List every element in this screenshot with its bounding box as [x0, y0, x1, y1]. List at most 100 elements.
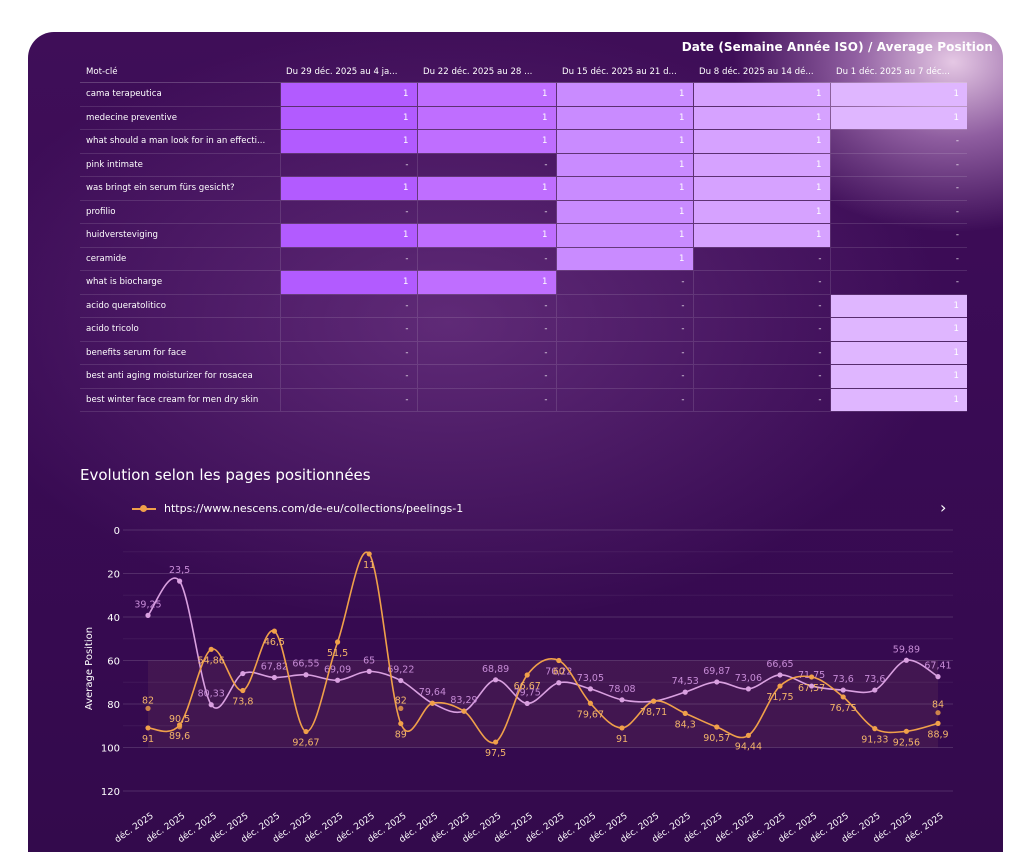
keyword-cell: huidversteviging — [80, 223, 280, 248]
data-label: 89 — [395, 730, 407, 741]
data-label: 92,56 — [893, 737, 920, 748]
extra-data-label: 82 — [142, 695, 154, 706]
position-cell: - — [416, 317, 556, 342]
header-keyword[interactable]: Mot-clé — [80, 61, 280, 83]
data-point — [556, 657, 562, 664]
keyword-cell: cama terapeutica — [80, 82, 280, 107]
keyword-cell: ceramide — [80, 247, 280, 271]
position-cell: - — [279, 294, 417, 318]
keyword-cell: best winter face cream for men dry skin — [80, 388, 280, 412]
position-line-chart: 0 20 40 60 80 100 120 Average Position 39,25 23,5… — [84, 526, 953, 845]
data-label: 88,9 — [927, 729, 948, 740]
data-point — [935, 720, 941, 726]
data-point — [840, 687, 846, 693]
y-tick-label: 60 — [107, 657, 120, 668]
table-row[interactable]: medecine preventive 1 1 1 1 1 — [80, 106, 967, 130]
table-row[interactable]: what should a man look for in an effecti… — [80, 129, 967, 154]
data-label: 69,22 — [387, 665, 414, 676]
extra-data-label: 82 — [395, 695, 407, 706]
position-cell: 1 — [279, 82, 417, 107]
data-point — [777, 683, 783, 689]
position-cell: - — [279, 200, 417, 224]
position-cell: 1 — [279, 223, 417, 248]
chevron-right-icon[interactable]: › — [940, 498, 947, 517]
data-point — [903, 657, 910, 663]
table-row[interactable]: acido queratolitico - - - -1 — [80, 294, 967, 318]
data-point — [208, 702, 214, 708]
data-label: 73,05 — [577, 673, 604, 684]
data-point — [398, 677, 404, 684]
position-cell: - — [555, 364, 693, 389]
position-cell: 1 — [279, 106, 417, 130]
table-row[interactable]: what is biocharge 1 1- - - — [80, 270, 967, 295]
extra-data-point — [398, 705, 404, 711]
data-point — [714, 679, 720, 685]
data-point — [524, 672, 530, 678]
position-cell: 1 — [555, 106, 693, 130]
data-point — [303, 672, 309, 678]
position-cell: 1 — [416, 106, 556, 130]
data-point — [461, 708, 467, 714]
position-cell: 1 — [555, 129, 693, 154]
position-cell: - — [555, 294, 693, 318]
position-cell: - — [692, 270, 830, 295]
dashboard-panel: Date (Semaine Année ISO) / Average Posit… — [28, 32, 1003, 852]
data-point — [335, 677, 341, 683]
header-week-3[interactable]: Du 15 déc. 2025 au 21 d... — [556, 61, 693, 83]
data-point — [682, 689, 688, 695]
data-point — [619, 725, 625, 731]
data-label: 69,87 — [703, 666, 730, 677]
table-row[interactable]: huidversteviging 1 1 1 1- — [80, 223, 967, 248]
data-point — [809, 683, 815, 689]
table-row[interactable]: was bringt ein serum fürs gesicht? 1 1 1 1- — [80, 176, 967, 201]
position-cell: - — [279, 317, 417, 342]
data-point — [398, 720, 404, 727]
y-tick-label: 120 — [101, 787, 120, 798]
data-label: 80,33 — [198, 689, 225, 700]
position-cell: - — [279, 153, 417, 177]
data-label: 91 — [142, 734, 154, 745]
data-label: 84,3 — [675, 719, 696, 730]
data-label: 91,33 — [861, 735, 888, 746]
y-tick-label: 40 — [107, 613, 120, 624]
data-label: 91 — [616, 734, 628, 745]
table-row[interactable]: benefits serum for face - - - -1 — [80, 341, 967, 365]
data-label: 89,6 — [169, 731, 190, 742]
table-row[interactable]: ceramide - -1- - — [80, 247, 967, 271]
position-cell: 1 — [692, 223, 830, 248]
header-week-4[interactable]: Du 8 déc. 2025 au 14 dé... — [693, 61, 830, 83]
data-label: 83,29 — [450, 695, 477, 706]
data-point — [303, 728, 309, 735]
position-cell: 1 — [692, 153, 830, 177]
data-label: 67,41 — [924, 661, 951, 672]
data-point — [619, 697, 625, 703]
table-row[interactable]: profilio - -1 1- — [80, 200, 967, 224]
chart-legend[interactable]: https://www.nescens.com/de-eu/collection… — [132, 502, 463, 515]
position-cell: - — [416, 294, 556, 318]
table-row[interactable]: best winter face cream for men dry skin -… — [80, 388, 967, 412]
header-week-1[interactable]: Du 29 déc. 2025 au 4 ja... — [280, 61, 417, 83]
position-cell: 1 — [692, 200, 830, 224]
table-row[interactable]: cama terapeutica 1 1 1 1 1 — [80, 82, 967, 107]
data-point — [872, 726, 878, 732]
legend-line-marker-icon — [132, 504, 156, 514]
data-label: 39,25 — [134, 599, 161, 610]
data-point — [556, 680, 562, 686]
data-point — [809, 674, 815, 680]
table-row[interactable]: pink intimate - -1 1- — [80, 153, 967, 177]
table-row[interactable]: acido tricolo - - - -1 — [80, 317, 967, 342]
position-cell: - — [692, 317, 830, 342]
data-point — [524, 700, 530, 707]
keyword-cell: medecine preventive — [80, 106, 280, 130]
table-row[interactable]: best anti aging moisturizer for rosacea -… — [80, 364, 967, 389]
position-cell: - — [416, 247, 556, 271]
data-label: 60 — [553, 667, 565, 678]
data-label: 51,5 — [327, 648, 348, 659]
data-label: 73,6 — [833, 674, 854, 685]
position-cell: 1 — [829, 317, 967, 342]
position-cell: 1 — [555, 223, 693, 248]
header-week-5[interactable]: Du 1 déc. 2025 au 7 déc... — [830, 61, 967, 83]
position-cell: - — [416, 388, 556, 412]
position-cell: - — [829, 176, 967, 201]
header-week-2[interactable]: Du 22 déc. 2025 au 28 ... — [417, 61, 556, 83]
